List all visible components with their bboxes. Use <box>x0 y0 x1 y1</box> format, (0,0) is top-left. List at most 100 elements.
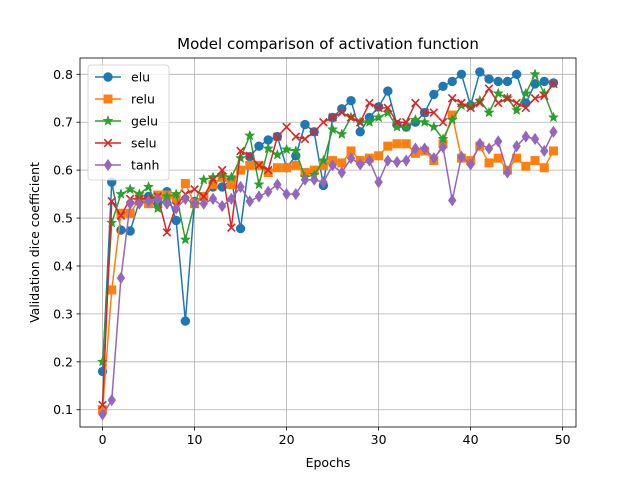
selu-point <box>503 93 512 103</box>
tanh-point <box>217 200 227 213</box>
y-tick-label: 0.1 <box>53 402 73 417</box>
tanh-point <box>282 188 291 201</box>
axis-ticks: 0 10 20 30 40 50 0.1 0.2 0.3 0.4 0.5 0.6 0.7 0.8 <box>53 67 571 447</box>
tanh-point <box>365 154 374 167</box>
gelu-point <box>96 355 109 367</box>
tanh-point <box>512 140 521 153</box>
selu-point <box>254 160 264 170</box>
gelu-point <box>198 173 210 185</box>
elu-point <box>539 76 549 87</box>
selu-point <box>447 93 457 103</box>
elu-point <box>235 223 246 234</box>
tanh-point <box>162 197 172 210</box>
elu-point <box>180 316 191 326</box>
tanh-point <box>503 166 512 179</box>
gelu-point <box>234 152 247 163</box>
legend-marker <box>103 138 113 148</box>
selu-point <box>319 117 328 127</box>
relu-point <box>180 179 190 189</box>
relu-point <box>383 141 393 151</box>
tanh-point <box>337 166 347 179</box>
y-tick-label: 0.3 <box>53 306 73 321</box>
gelu-point <box>244 129 256 141</box>
elu-point <box>171 215 181 226</box>
tanh-point <box>300 173 310 186</box>
selu-point <box>475 98 485 108</box>
selu-point <box>107 196 117 206</box>
gelu-point <box>446 113 458 125</box>
relu-point <box>116 208 126 218</box>
elu-point <box>355 127 365 137</box>
legend-marker <box>103 72 113 82</box>
relu-point <box>493 153 503 163</box>
tanh-point <box>208 192 218 205</box>
chart-title: Model comparison of activation function <box>177 35 479 53</box>
elu-point <box>456 69 467 79</box>
gelu-point <box>529 68 541 80</box>
legend-marker <box>103 94 113 104</box>
tanh-point <box>494 135 503 148</box>
x-tick-label: 30 <box>371 432 387 447</box>
relu-point <box>392 139 402 149</box>
legend-label: selu <box>131 136 157 151</box>
selu-point <box>549 79 558 89</box>
relu-point <box>374 151 384 161</box>
grid-lines <box>80 58 576 427</box>
relu-point <box>291 160 301 170</box>
legend-label: relu <box>131 92 155 107</box>
selu-point <box>282 122 291 132</box>
tanh-point <box>448 194 457 207</box>
y-axis-title: Validation dice coefficient <box>27 162 42 323</box>
selu-point <box>420 108 429 117</box>
tanh-point <box>457 150 466 163</box>
selu-point <box>227 223 236 233</box>
gelu-point <box>336 128 348 139</box>
gelu-point <box>115 188 127 199</box>
relu-point <box>484 158 494 168</box>
elu-line <box>101 71 554 372</box>
legend-item-selu: selu <box>95 136 157 151</box>
selu-point <box>245 151 255 161</box>
tanh-point <box>383 154 393 167</box>
legend-label: elu <box>131 70 150 85</box>
elu-point <box>502 76 513 87</box>
series-layer <box>96 67 560 421</box>
selu-point <box>116 211 126 221</box>
elu-point <box>511 69 522 79</box>
elu-point <box>346 95 356 106</box>
legend-item-tanh: tanh <box>95 158 159 173</box>
x-tick-label: 10 <box>187 432 203 447</box>
tanh-point <box>429 152 439 165</box>
tanh-point <box>190 197 199 210</box>
gelu-point <box>106 216 118 228</box>
y-tick-label: 0.7 <box>53 115 73 130</box>
relu-point <box>539 163 549 173</box>
selu-point <box>337 108 347 117</box>
selu-point <box>530 93 540 103</box>
selu-point <box>291 132 301 141</box>
selu-point <box>309 127 319 137</box>
tanh-point <box>236 180 245 193</box>
relu-point <box>530 156 540 166</box>
y-tick-label: 0.6 <box>53 163 73 178</box>
x-axis-title: Epochs <box>306 455 351 470</box>
selu-point <box>411 98 420 108</box>
gelu-point <box>409 113 422 125</box>
tanh-point <box>328 159 337 172</box>
elu-point <box>383 86 393 96</box>
relu-point <box>521 161 531 171</box>
selu-point <box>457 98 466 108</box>
selu-point <box>365 98 374 108</box>
tanh-point <box>521 130 531 143</box>
gelu-point <box>326 123 339 135</box>
gelu-point <box>179 233 191 245</box>
selu-point <box>429 108 439 117</box>
gelu-point <box>483 106 495 118</box>
relu-point <box>282 163 292 173</box>
gelu-point <box>262 142 274 154</box>
y-tick-label: 0.4 <box>53 258 73 273</box>
elu-point <box>447 76 457 87</box>
elu-point <box>493 76 503 87</box>
